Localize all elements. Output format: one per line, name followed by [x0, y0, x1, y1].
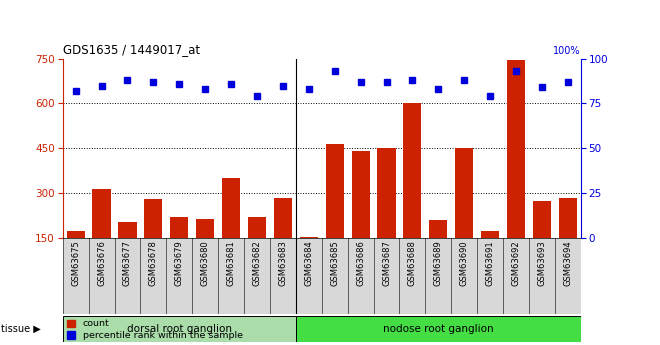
Text: GSM63676: GSM63676 — [97, 240, 106, 286]
Bar — [222, 178, 240, 238]
Bar — [67, 230, 84, 238]
Text: GSM63687: GSM63687 — [382, 240, 391, 286]
Bar — [63, 316, 296, 342]
Bar — [118, 221, 137, 238]
Bar — [170, 217, 188, 238]
Text: GSM63678: GSM63678 — [149, 240, 158, 286]
Bar — [429, 220, 447, 238]
Text: GSM63677: GSM63677 — [123, 240, 132, 286]
Bar — [533, 201, 551, 238]
Bar — [248, 217, 266, 238]
Text: GSM63682: GSM63682 — [253, 240, 261, 286]
Bar — [196, 219, 214, 238]
Bar — [325, 144, 344, 238]
Text: tissue ▶: tissue ▶ — [1, 324, 41, 334]
Bar — [274, 198, 292, 238]
Text: GSM63679: GSM63679 — [175, 240, 183, 286]
Bar — [455, 148, 473, 238]
Text: GSM63680: GSM63680 — [201, 240, 210, 286]
Text: GSM63688: GSM63688 — [408, 240, 417, 286]
Text: GSM63691: GSM63691 — [486, 240, 494, 286]
Text: GSM63685: GSM63685 — [330, 240, 339, 286]
Text: GSM63689: GSM63689 — [434, 240, 443, 286]
Bar — [559, 198, 577, 238]
Text: GSM63690: GSM63690 — [460, 240, 469, 286]
Text: GSM63681: GSM63681 — [226, 240, 236, 286]
Bar — [92, 189, 111, 238]
Text: nodose root ganglion: nodose root ganglion — [383, 324, 494, 334]
Text: 100%: 100% — [553, 46, 581, 56]
Bar — [481, 230, 499, 238]
Legend: count, percentile rank within the sample: count, percentile rank within the sample — [67, 319, 242, 340]
Text: GSM63684: GSM63684 — [304, 240, 313, 286]
Text: GSM63694: GSM63694 — [564, 240, 572, 286]
Text: GSM63683: GSM63683 — [279, 240, 287, 286]
Text: GSM63692: GSM63692 — [512, 240, 521, 286]
Bar — [352, 151, 370, 238]
Bar — [378, 148, 395, 238]
Text: GSM63693: GSM63693 — [537, 240, 546, 286]
Bar — [507, 60, 525, 238]
Text: GSM63686: GSM63686 — [356, 240, 365, 286]
Bar — [300, 237, 318, 238]
Text: GSM63675: GSM63675 — [71, 240, 80, 286]
Bar — [403, 104, 422, 238]
Bar — [296, 316, 581, 342]
Text: dorsal root ganglion: dorsal root ganglion — [127, 324, 232, 334]
Bar — [145, 199, 162, 238]
Text: GDS1635 / 1449017_at: GDS1635 / 1449017_at — [63, 43, 200, 56]
